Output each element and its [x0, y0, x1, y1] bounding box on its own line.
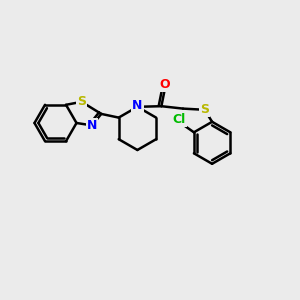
Text: N: N [132, 99, 142, 112]
Text: N: N [87, 119, 97, 132]
Text: O: O [160, 78, 170, 91]
Text: S: S [77, 95, 86, 108]
Text: S: S [200, 103, 209, 116]
Text: Cl: Cl [172, 113, 185, 126]
